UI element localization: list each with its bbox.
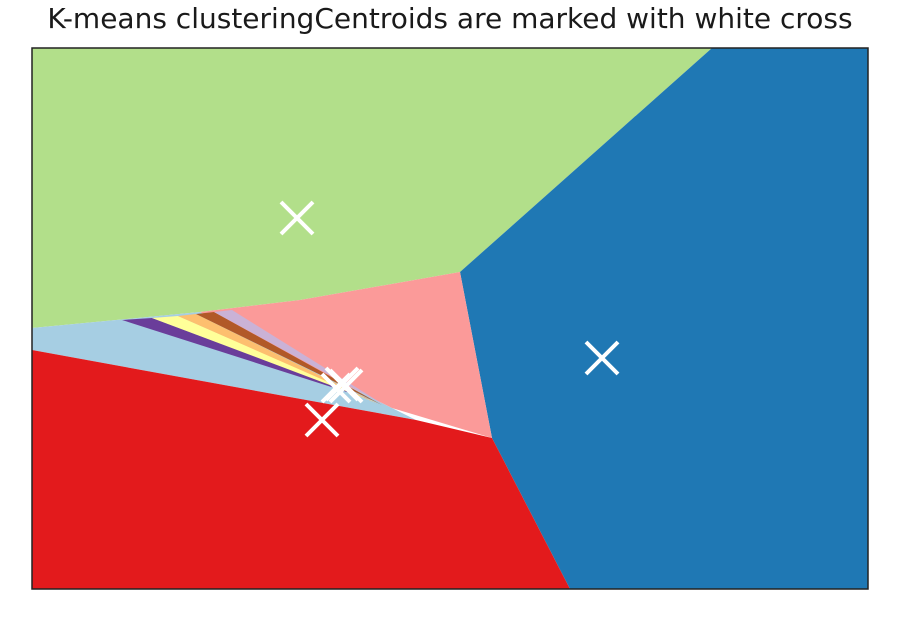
cluster-region-brown [196,312,382,405]
cluster-region-light-green [32,48,712,328]
chart-title: K-means clusteringCentroids are marked w… [47,2,853,35]
cluster-region-pink [200,272,492,438]
centroid-marker [328,368,364,404]
cluster-region-yellow [152,316,375,402]
cluster-region-red [32,350,570,589]
centroid-marker [304,402,340,438]
cluster-region-light-blue [32,312,416,420]
plot-frame [31,47,869,590]
centroid-marker [320,372,352,404]
centroid-marker [584,340,620,376]
cluster-region-purple [122,318,372,400]
centroid-marker [279,200,315,236]
cluster-region-blue [460,48,868,589]
